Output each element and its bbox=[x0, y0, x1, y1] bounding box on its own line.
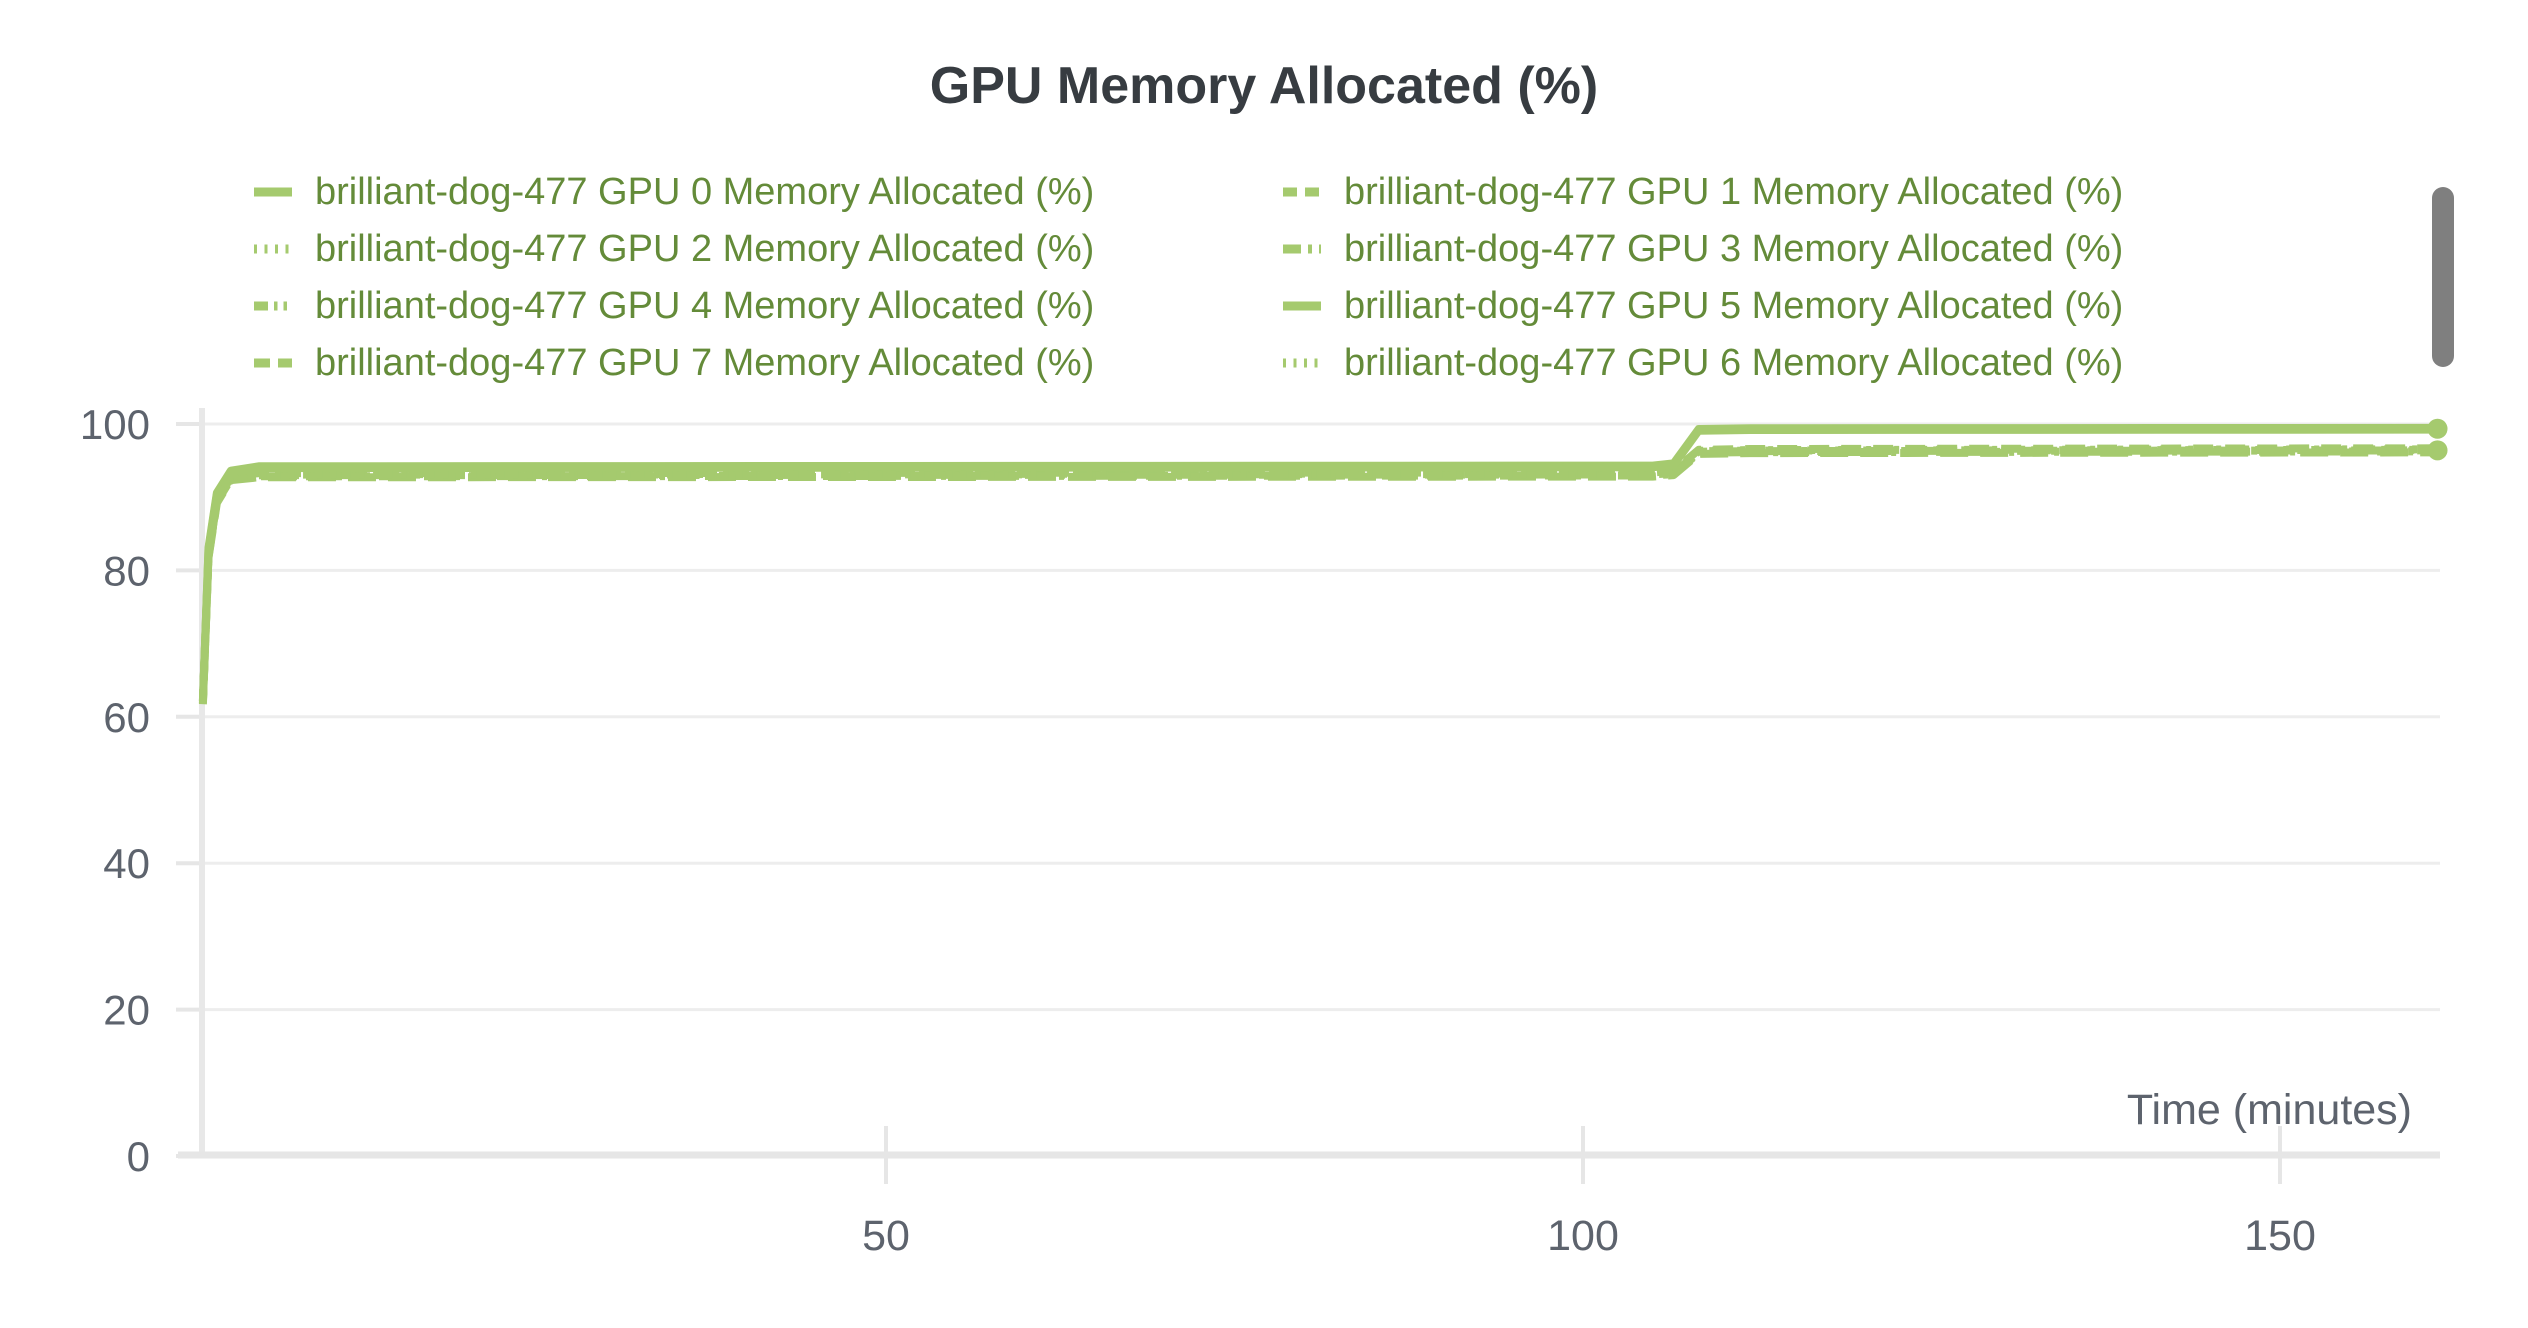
x-axis-label: Time (minutes) bbox=[2127, 1086, 2412, 1134]
series-end-dot bbox=[2427, 418, 2448, 439]
series-line-gpu-1 bbox=[198, 444, 2438, 701]
line-style-swatch-icon bbox=[254, 244, 292, 253]
y-tick-label: 20 bbox=[103, 987, 150, 1034]
chart-title: GPU Memory Allocated (%) bbox=[929, 57, 1599, 115]
line-style-swatch-icon bbox=[1283, 187, 1321, 196]
legend-item-gpu-5[interactable]: brilliant-dog-477 GPU 5 Memory Allocated… bbox=[1282, 287, 2123, 325]
x-tick-label: 150 bbox=[2244, 1212, 2316, 1260]
line-style-swatch-icon bbox=[1283, 301, 1321, 310]
y-tick-label: 80 bbox=[103, 547, 150, 594]
series-line-gpu-4 bbox=[198, 447, 2438, 704]
legend-item-gpu-3[interactable]: brilliant-dog-477 GPU 3 Memory Allocated… bbox=[1282, 230, 2123, 268]
series-line-gpu-5 bbox=[198, 425, 2438, 704]
line-style-swatch-icon bbox=[254, 358, 292, 367]
legend-item-label: brilliant-dog-477 GPU 0 Memory Allocated… bbox=[315, 170, 1095, 213]
legend-item-label: brilliant-dog-477 GPU 5 Memory Allocated… bbox=[1344, 284, 2124, 327]
legend-item-label: brilliant-dog-477 GPU 1 Memory Allocated… bbox=[1344, 170, 2124, 213]
scrollbar-thumb[interactable] bbox=[2432, 187, 2454, 367]
y-tick-label: 60 bbox=[103, 694, 150, 741]
series-end-dot bbox=[2427, 440, 2448, 461]
legend-item-label: brilliant-dog-477 GPU 2 Memory Allocated… bbox=[315, 227, 1095, 270]
legend-item-label: brilliant-dog-477 GPU 7 Memory Allocated… bbox=[315, 341, 1095, 384]
series-line-gpu-2 bbox=[198, 445, 2438, 702]
line-style-swatch-icon bbox=[1283, 358, 1321, 367]
legend-item-label: brilliant-dog-477 GPU 6 Memory Allocated… bbox=[1344, 341, 2124, 384]
x-tick-label: 100 bbox=[1547, 1212, 1619, 1260]
x-tick-label: 50 bbox=[862, 1212, 910, 1260]
legend-item-label: brilliant-dog-477 GPU 3 Memory Allocated… bbox=[1344, 227, 2124, 270]
line-style-swatch-icon bbox=[254, 301, 292, 310]
legend-item-gpu-6[interactable]: brilliant-dog-477 GPU 6 Memory Allocated… bbox=[1282, 344, 2123, 382]
legend-item-gpu-1[interactable]: brilliant-dog-477 GPU 1 Memory Allocated… bbox=[1282, 173, 2123, 211]
line-style-swatch-icon bbox=[1283, 244, 1321, 253]
legend-item-gpu-4[interactable]: brilliant-dog-477 GPU 4 Memory Allocated… bbox=[253, 287, 1282, 325]
chart-legend: brilliant-dog-477 GPU 0 Memory Allocated… bbox=[253, 163, 2123, 391]
legend-item-gpu-7[interactable]: brilliant-dog-477 GPU 7 Memory Allocated… bbox=[253, 344, 1282, 382]
y-tick-label: 40 bbox=[103, 840, 150, 887]
series-line-gpu-7 bbox=[198, 448, 2438, 705]
line-style-swatch-icon bbox=[254, 187, 292, 196]
y-tick-label: 100 bbox=[80, 401, 150, 448]
series-line-gpu-6 bbox=[198, 445, 2438, 702]
y-tick-label: 0 bbox=[127, 1133, 150, 1180]
legend-item-label: brilliant-dog-477 GPU 4 Memory Allocated… bbox=[315, 284, 1095, 327]
legend-item-gpu-0[interactable]: brilliant-dog-477 GPU 0 Memory Allocated… bbox=[253, 173, 1282, 211]
series-line-gpu-3 bbox=[198, 446, 2438, 703]
legend-item-gpu-2[interactable]: brilliant-dog-477 GPU 2 Memory Allocated… bbox=[253, 230, 1282, 268]
